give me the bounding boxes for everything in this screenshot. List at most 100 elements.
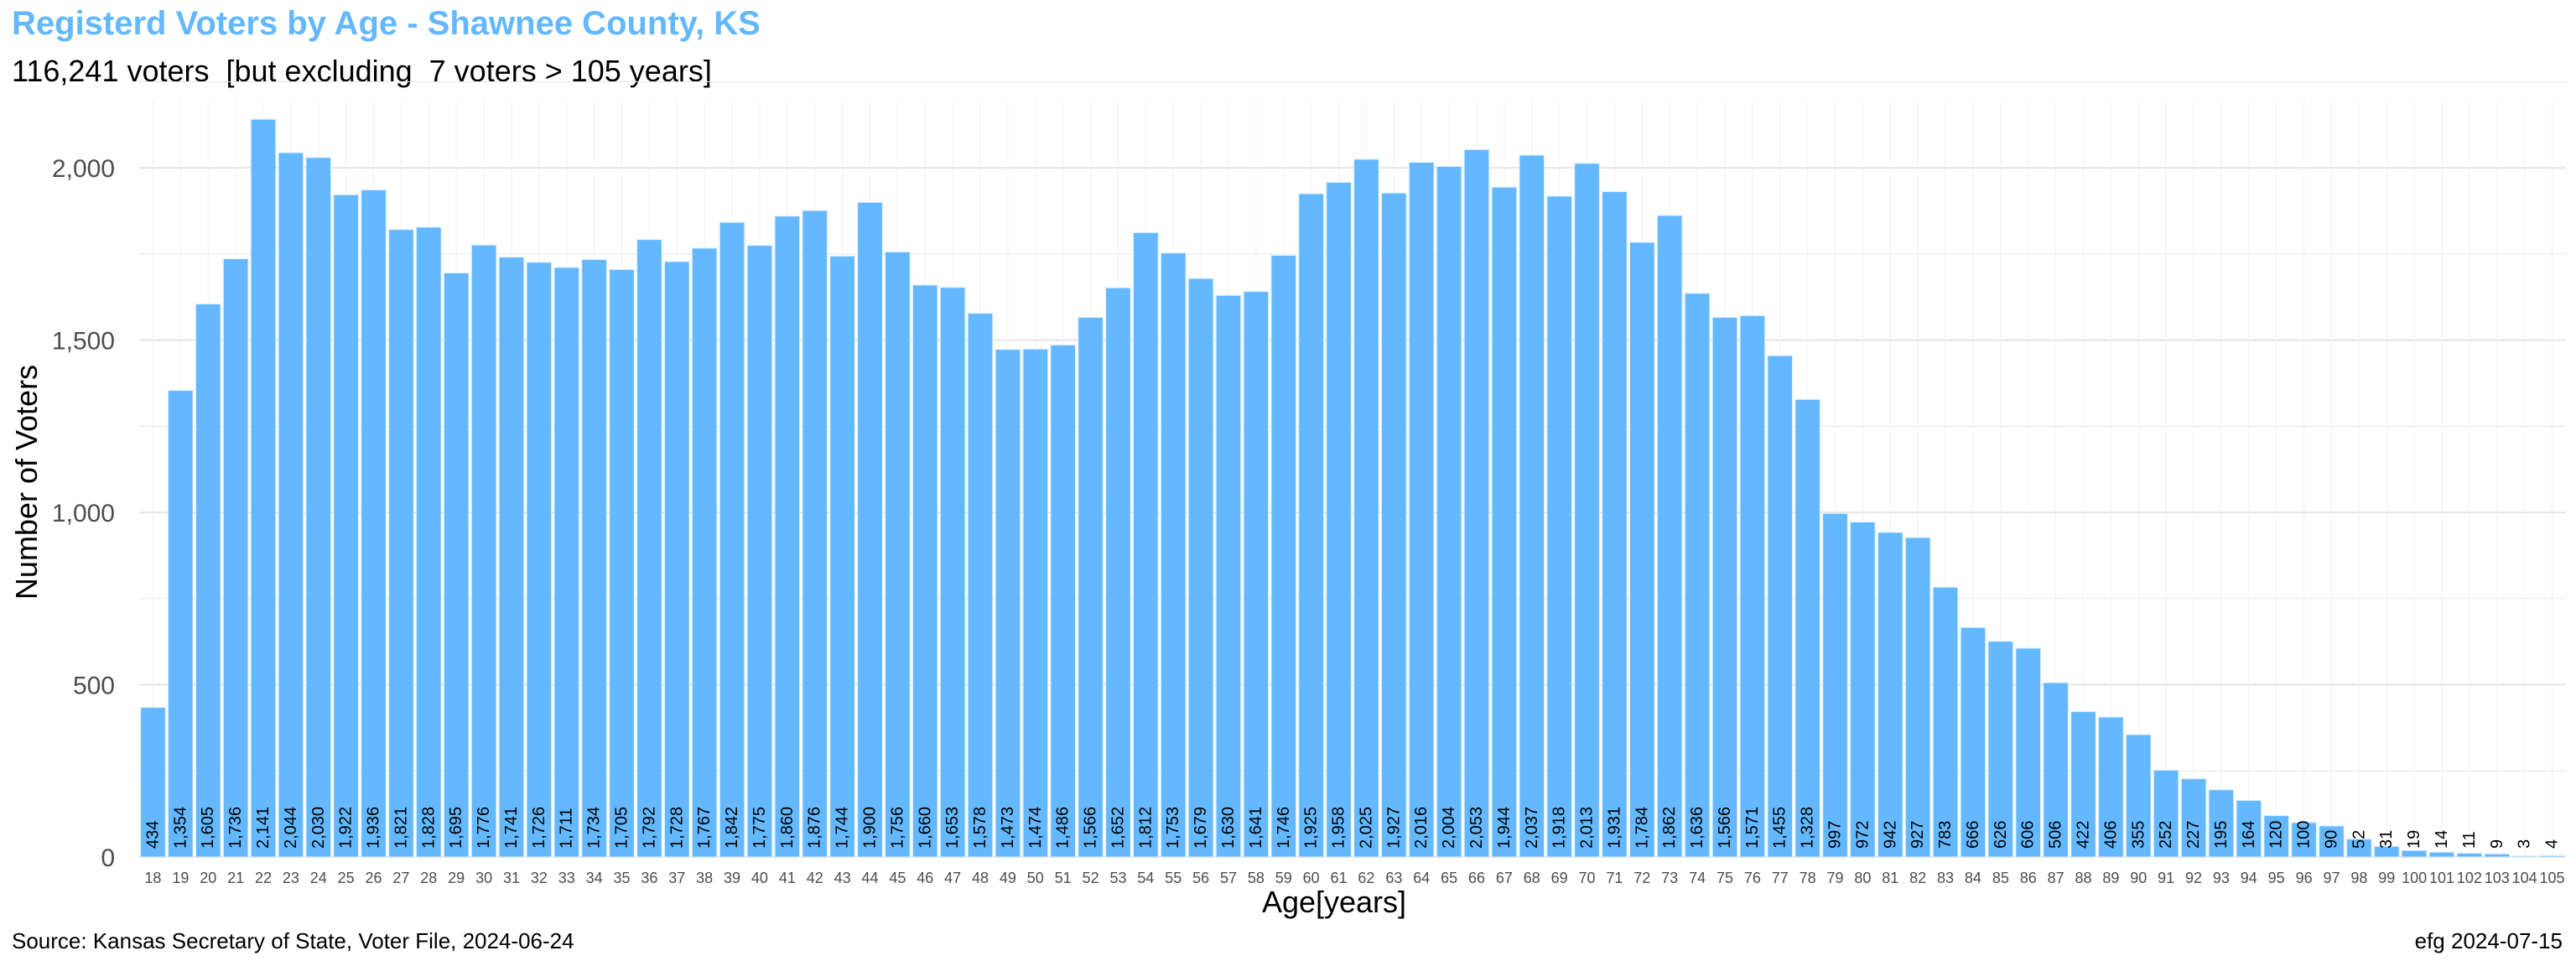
x-tick-label: 75 bbox=[1716, 870, 1733, 886]
bar-age-97 bbox=[2319, 825, 2345, 858]
bar-value-label: 1,474 bbox=[1026, 807, 1045, 849]
x-tick-label: 82 bbox=[1909, 870, 1926, 886]
bar-value-label: 1,900 bbox=[860, 807, 879, 849]
bar-value-label: 1,455 bbox=[1771, 807, 1789, 849]
bar-age-36 bbox=[636, 239, 662, 858]
bar-value-label: 2,016 bbox=[1412, 807, 1431, 849]
x-tick-label: 25 bbox=[338, 870, 355, 886]
bar-age-76 bbox=[1739, 314, 1766, 858]
bar-age-26 bbox=[361, 189, 387, 858]
bar-age-60 bbox=[1298, 193, 1324, 858]
bar-value-label: 1,944 bbox=[1495, 807, 1514, 849]
bar-value-label: 2,030 bbox=[309, 807, 328, 849]
x-tick-label: 61 bbox=[1331, 870, 1348, 886]
bar-value-label: 1,821 bbox=[392, 807, 410, 849]
y-tick-label: 500 bbox=[73, 673, 115, 700]
bar-age-18 bbox=[140, 707, 166, 858]
x-tick-label: 24 bbox=[310, 870, 327, 886]
x-tick-label: 38 bbox=[696, 870, 713, 886]
bar-age-95 bbox=[2263, 815, 2289, 858]
bar-value-label: 227 bbox=[2184, 821, 2203, 849]
bar-age-58 bbox=[1243, 291, 1270, 858]
bar-value-label: 100 bbox=[2295, 821, 2314, 849]
bar-age-80 bbox=[1850, 522, 1876, 858]
x-tick-label: 34 bbox=[586, 870, 603, 886]
bar-age-87 bbox=[2043, 682, 2069, 858]
y-tick-label: 1,000 bbox=[52, 500, 115, 527]
bar-value-label: 1,860 bbox=[778, 807, 797, 849]
x-tick-label: 21 bbox=[227, 870, 244, 886]
bar-value-label: 1,925 bbox=[1302, 807, 1321, 849]
bars bbox=[140, 118, 2565, 858]
bar-age-47 bbox=[939, 287, 966, 858]
bar-value-label: 1,728 bbox=[667, 807, 686, 849]
bar-age-59 bbox=[1270, 255, 1297, 858]
bar-age-29 bbox=[443, 273, 470, 858]
x-tick-label: 50 bbox=[1027, 870, 1044, 886]
x-tick-label: 26 bbox=[366, 870, 382, 886]
bar-age-54 bbox=[1133, 231, 1159, 858]
x-tick-label: 47 bbox=[944, 870, 961, 886]
bar-age-85 bbox=[1987, 641, 2014, 858]
bar-age-94 bbox=[2236, 800, 2262, 858]
bar-value-label: 1,931 bbox=[1605, 807, 1623, 849]
x-tick-label: 37 bbox=[668, 870, 685, 886]
x-tick-label: 83 bbox=[1937, 870, 1954, 886]
bar-age-46 bbox=[911, 284, 938, 858]
bar-age-91 bbox=[2153, 769, 2179, 858]
bar-value-label: 2,053 bbox=[1467, 807, 1486, 849]
bar-age-99 bbox=[2373, 845, 2400, 858]
x-tick-label: 104 bbox=[2512, 870, 2537, 886]
x-tick-label: 69 bbox=[1551, 870, 1568, 886]
bar-age-98 bbox=[2346, 839, 2372, 858]
bar-age-69 bbox=[1546, 195, 1572, 858]
x-tick-label: 52 bbox=[1083, 870, 1099, 886]
bar-value-label: 626 bbox=[1992, 821, 2010, 849]
bar-value-label: 942 bbox=[1881, 821, 1899, 849]
y-tick-label: 0 bbox=[101, 844, 115, 872]
bar-value-label: 2,037 bbox=[1523, 807, 1541, 849]
x-tick-label: 105 bbox=[2540, 870, 2565, 886]
x-tick-label: 80 bbox=[1854, 870, 1871, 886]
x-tick-label: 45 bbox=[889, 870, 906, 886]
bar-value-label: 14 bbox=[2433, 830, 2451, 849]
x-tick-label: 23 bbox=[283, 870, 299, 886]
x-tick-label: 36 bbox=[641, 870, 657, 886]
x-tick-label: 32 bbox=[531, 870, 548, 886]
x-tick-label: 59 bbox=[1275, 870, 1292, 886]
bar-value-label: 1,566 bbox=[1082, 807, 1100, 849]
bar-value-label: 120 bbox=[2267, 821, 2286, 849]
x-tick-label: 68 bbox=[1524, 870, 1540, 886]
x-tick-label: 63 bbox=[1385, 870, 1402, 886]
bar-value-label: 2,004 bbox=[1440, 807, 1458, 849]
bar-age-104 bbox=[2511, 855, 2537, 858]
x-tick-label: 19 bbox=[172, 870, 189, 886]
x-tick-label: 60 bbox=[1303, 870, 1320, 886]
x-tick-label: 100 bbox=[2402, 870, 2427, 886]
bar-age-71 bbox=[1602, 191, 1628, 858]
x-tick-label: 78 bbox=[1800, 870, 1816, 886]
x-tick-label: 81 bbox=[1882, 870, 1898, 886]
bar-value-label: 164 bbox=[2240, 821, 2258, 849]
bar-value-label: 31 bbox=[2377, 830, 2396, 849]
x-tick-label: 48 bbox=[972, 870, 989, 886]
x-tick-label: 88 bbox=[2075, 870, 2091, 886]
x-tick-label: 74 bbox=[1689, 870, 1706, 886]
x-tick-label: 28 bbox=[420, 870, 437, 886]
bar-value-label: 1,922 bbox=[337, 807, 356, 849]
bar-value-label: 1,828 bbox=[419, 807, 438, 849]
x-tick-label: 90 bbox=[2130, 870, 2147, 886]
bar-age-23 bbox=[278, 152, 304, 858]
bar-age-56 bbox=[1187, 278, 1214, 858]
bar-value-label: 1,636 bbox=[1688, 807, 1706, 849]
bar-value-label: 606 bbox=[2019, 821, 2038, 849]
bar-value-label: 1,862 bbox=[1660, 807, 1679, 849]
x-tick-label: 97 bbox=[2323, 870, 2340, 886]
x-tick-label: 65 bbox=[1441, 870, 1457, 886]
bar-age-32 bbox=[526, 262, 553, 858]
bar-value-label: 1,571 bbox=[1743, 807, 1762, 849]
bar-value-label: 927 bbox=[1909, 821, 1927, 849]
bar-age-25 bbox=[333, 194, 359, 858]
x-tick-label: 44 bbox=[861, 870, 878, 886]
x-tick-label: 99 bbox=[2378, 870, 2395, 886]
